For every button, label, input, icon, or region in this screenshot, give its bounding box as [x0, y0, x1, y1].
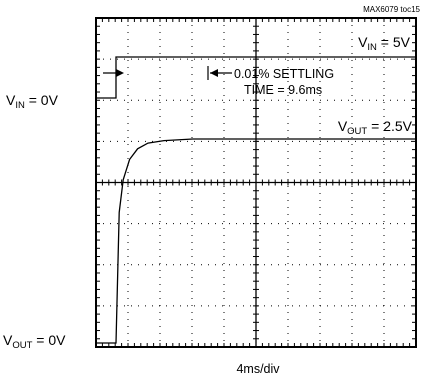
vin-trace: [96, 56, 416, 99]
vout-trace: [96, 138, 416, 344]
watermark: MAX6079 toc15: [363, 5, 420, 14]
settling-time-markers: [103, 66, 232, 80]
vin-high-label: VIN = 5V: [358, 34, 411, 53]
top-title-remnant: [110, 0, 340, 6]
settling-label-line1: 0.01% SETTLING: [234, 67, 334, 81]
marker-arrow-right: [210, 69, 218, 77]
vout-low-label: VOUT = 0V: [3, 332, 66, 351]
settling-label-line2: TIME = 9.6ms: [244, 83, 322, 97]
vin-low-label: VIN = 0V: [6, 92, 59, 111]
marker-arrow-left: [116, 69, 124, 77]
vout-high-label: VOUT = 2.5V: [338, 118, 413, 137]
axis-ticks: [95, 17, 417, 348]
x-axis-label: 4ms/div: [236, 362, 280, 376]
